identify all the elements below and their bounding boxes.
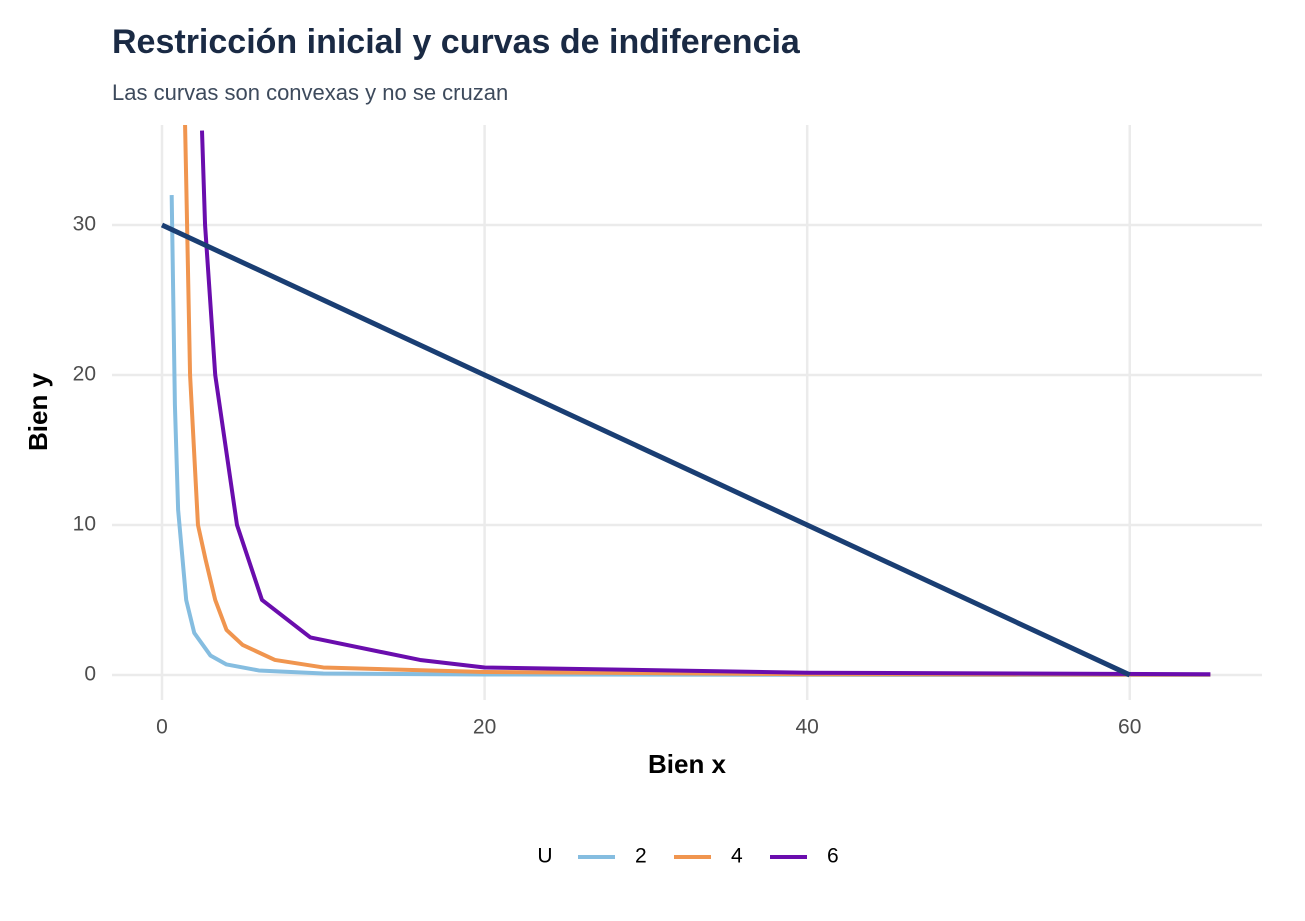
legend-label: 6	[827, 845, 839, 868]
y-tick-label: 0	[84, 663, 96, 686]
x-tick-label: 0	[156, 716, 168, 739]
x-axis-label: Bien x	[648, 749, 727, 779]
x-tick-label: 60	[1118, 716, 1141, 739]
plot-area	[160, 125, 1211, 678]
indifference-curve	[169, 195, 1211, 677]
chart-title: Restricción inicial y curvas de indifere…	[112, 23, 801, 61]
legend-title: U	[537, 845, 552, 868]
legend-label: 2	[635, 845, 647, 868]
y-tick-label: 30	[73, 213, 96, 236]
indifference-curve	[183, 125, 1211, 677]
indifference-curve	[200, 130, 1211, 677]
y-axis-label: Bien y	[23, 372, 53, 451]
budget-line	[160, 222, 1131, 678]
chart-subtitle: Las curvas son convexas y no se cruzan	[112, 80, 508, 105]
y-tick-label: 10	[73, 513, 96, 536]
x-tick-label: 20	[473, 716, 496, 739]
legend-label: 4	[731, 845, 743, 868]
x-tick-label: 40	[795, 716, 818, 739]
y-tick-label: 20	[73, 363, 96, 386]
